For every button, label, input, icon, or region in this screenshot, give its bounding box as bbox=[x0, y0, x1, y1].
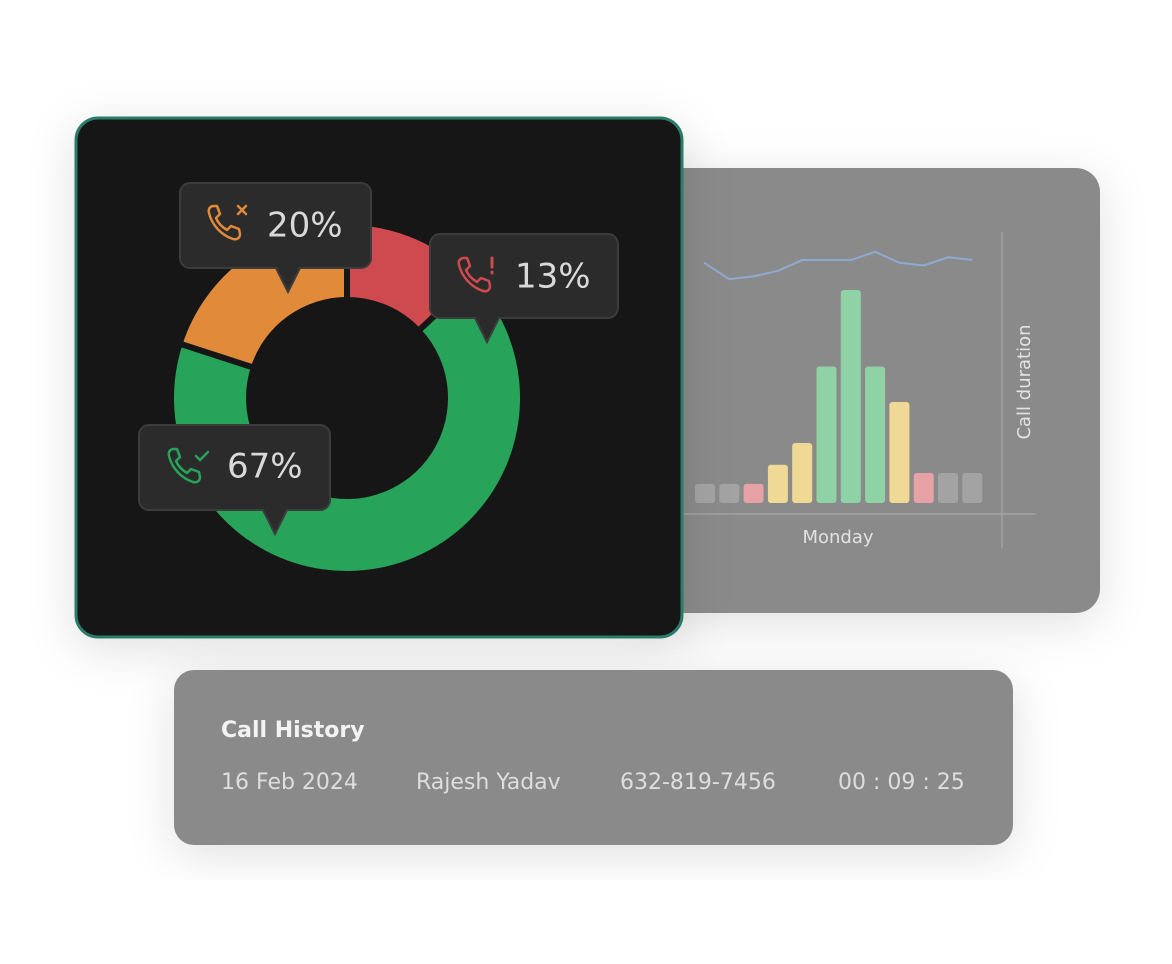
bar bbox=[719, 483, 740, 503]
percent-label: 20% bbox=[267, 206, 343, 246]
call-history-card bbox=[174, 670, 1013, 845]
phone-number: 632-819-7456 bbox=[620, 770, 776, 795]
y-axis-label: Call duration bbox=[1014, 324, 1035, 439]
bar bbox=[792, 442, 813, 503]
bar bbox=[913, 472, 934, 503]
bar bbox=[695, 483, 715, 503]
call-date: 16 Feb 2024 bbox=[221, 770, 358, 795]
bar bbox=[743, 483, 764, 503]
x-axis-label: Monday bbox=[802, 527, 873, 548]
tooltip: 67% bbox=[138, 424, 331, 537]
bar bbox=[938, 472, 958, 503]
card-title: Call History bbox=[221, 718, 365, 743]
tooltip: 13% bbox=[429, 233, 619, 345]
trend-line bbox=[703, 250, 973, 281]
percent-label: 13% bbox=[515, 257, 591, 297]
bar bbox=[816, 366, 837, 503]
bar bbox=[889, 401, 910, 503]
tooltip: 20% bbox=[179, 182, 372, 295]
call-duration: 00 : 09 : 25 bbox=[838, 770, 965, 795]
bar bbox=[767, 464, 788, 503]
percent-label: 67% bbox=[227, 447, 303, 487]
bar bbox=[865, 366, 886, 503]
caller-name: Rajesh Yadav bbox=[416, 770, 561, 795]
bar-plot bbox=[695, 250, 983, 503]
bar bbox=[840, 290, 861, 503]
bar bbox=[962, 472, 983, 503]
